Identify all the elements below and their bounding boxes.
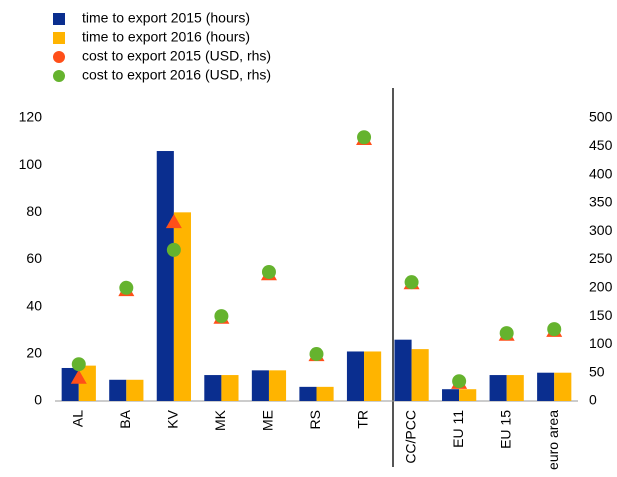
marker-circle bbox=[261, 264, 276, 279]
y2-tick-label: 350 bbox=[589, 194, 613, 210]
x-tick-label: MK bbox=[212, 409, 228, 431]
bar bbox=[537, 372, 555, 401]
bar bbox=[156, 151, 174, 401]
y-tick-label: 100 bbox=[19, 156, 43, 172]
y2-tick-label: 250 bbox=[589, 250, 613, 266]
bar bbox=[204, 375, 222, 401]
legend-swatch bbox=[53, 13, 65, 25]
marker-circle bbox=[166, 242, 181, 257]
marker-circle bbox=[499, 326, 514, 341]
bar bbox=[506, 375, 524, 401]
y2-tick-label: 450 bbox=[589, 137, 613, 153]
x-tick-label: euro area bbox=[545, 410, 561, 470]
bar bbox=[316, 386, 334, 401]
x-tick-label: TR bbox=[355, 410, 371, 429]
x-tick-label: AL bbox=[69, 410, 85, 427]
marker-circle bbox=[547, 322, 562, 337]
x-tick-label: BA bbox=[117, 409, 133, 428]
y2-tick-label: 300 bbox=[589, 222, 613, 238]
x-tick-label: KV bbox=[165, 409, 181, 428]
marker-circle bbox=[214, 309, 229, 324]
marker-circle bbox=[309, 347, 324, 362]
bar bbox=[268, 370, 287, 401]
y-tick-label: 120 bbox=[19, 109, 43, 125]
x-tick-label: RS bbox=[307, 410, 323, 429]
legend-swatch bbox=[53, 32, 65, 44]
marker-triangle bbox=[165, 214, 182, 229]
legend-swatch bbox=[53, 51, 65, 63]
y2-tick-label: 100 bbox=[589, 335, 613, 351]
bar bbox=[394, 339, 412, 401]
bar bbox=[251, 370, 269, 401]
bar bbox=[173, 212, 191, 401]
y2-tick-label: 150 bbox=[589, 307, 613, 323]
x-tick-label: CC/PCC bbox=[402, 410, 418, 464]
y2-tick-label: 200 bbox=[589, 279, 613, 295]
bar bbox=[554, 372, 572, 401]
legend-swatch bbox=[53, 70, 65, 82]
bar bbox=[126, 379, 144, 401]
bar bbox=[459, 389, 477, 401]
legend-label: time to export 2015 (hours) bbox=[82, 10, 250, 26]
bar bbox=[78, 365, 96, 401]
legend-label: cost to export 2015 (USD, rhs) bbox=[82, 48, 271, 64]
x-tick-label: EU 15 bbox=[497, 410, 513, 449]
y2-tick-label: 500 bbox=[589, 109, 613, 125]
y2-tick-label: 400 bbox=[589, 165, 613, 181]
y-tick-label: 60 bbox=[26, 250, 42, 266]
marker-triangle bbox=[70, 369, 87, 384]
y2-tick-label: 0 bbox=[589, 392, 597, 408]
bar bbox=[221, 375, 239, 401]
bar bbox=[442, 389, 460, 401]
y-tick-label: 20 bbox=[26, 345, 42, 361]
marker-circle bbox=[404, 275, 419, 290]
y-tick-label: 40 bbox=[26, 297, 42, 313]
bar bbox=[61, 367, 79, 401]
x-tick-label: ME bbox=[260, 410, 276, 431]
bar bbox=[364, 351, 382, 401]
y2-tick-label: 50 bbox=[589, 363, 605, 379]
bar bbox=[109, 379, 127, 401]
marker-circle bbox=[71, 357, 86, 372]
y-tick-label: 0 bbox=[34, 392, 42, 408]
y-tick-label: 80 bbox=[26, 203, 42, 219]
bar bbox=[346, 351, 365, 401]
legend-label: time to export 2016 (hours) bbox=[82, 29, 250, 45]
marker-circle bbox=[119, 280, 134, 295]
bar bbox=[299, 386, 317, 401]
bar bbox=[411, 349, 429, 401]
bar bbox=[489, 375, 507, 401]
marker-circle bbox=[452, 374, 467, 389]
legend-label: cost to export 2016 (USD, rhs) bbox=[82, 67, 271, 83]
marker-circle bbox=[357, 130, 372, 145]
x-tick-label: EU 11 bbox=[450, 410, 466, 448]
